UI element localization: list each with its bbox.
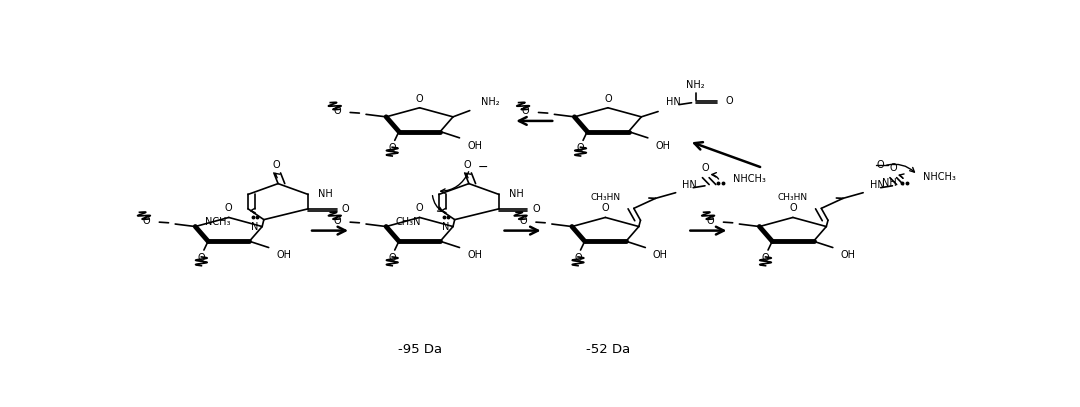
Text: OH: OH xyxy=(467,141,482,151)
Text: O: O xyxy=(522,106,529,116)
Text: O: O xyxy=(532,204,540,214)
Text: CH₃HN: CH₃HN xyxy=(591,193,620,202)
Text: NH₂: NH₂ xyxy=(482,97,500,107)
Text: O: O xyxy=(334,216,341,226)
Text: OH: OH xyxy=(276,250,292,260)
Text: O: O xyxy=(519,216,527,226)
Text: -52 Da: -52 Da xyxy=(585,343,630,356)
Text: CH₃N: CH₃N xyxy=(395,217,421,227)
Text: O: O xyxy=(789,204,797,213)
Text: NHCH₃: NHCH₃ xyxy=(732,174,766,184)
Text: O: O xyxy=(198,252,205,263)
Text: O: O xyxy=(272,160,280,170)
Text: O: O xyxy=(876,160,883,169)
Text: O: O xyxy=(725,96,732,106)
Text: O: O xyxy=(890,163,897,173)
Text: N: N xyxy=(443,221,449,232)
Text: O: O xyxy=(341,204,349,214)
Text: O: O xyxy=(604,94,611,104)
Text: -95 Da: -95 Da xyxy=(397,343,442,356)
Text: O: O xyxy=(416,94,423,104)
Text: NH: NH xyxy=(319,189,333,199)
Text: HN: HN xyxy=(869,179,885,190)
Text: O: O xyxy=(143,216,150,226)
Text: O: O xyxy=(334,106,341,116)
Text: O: O xyxy=(575,252,582,263)
Text: OH: OH xyxy=(656,141,671,151)
Text: O: O xyxy=(225,204,232,213)
Text: HN: HN xyxy=(666,97,681,107)
Text: O: O xyxy=(463,160,471,170)
Text: NH₂: NH₂ xyxy=(687,80,705,90)
Text: O: O xyxy=(577,143,584,153)
Text: NH: NH xyxy=(882,178,897,188)
Text: O: O xyxy=(761,252,769,263)
Text: O: O xyxy=(706,216,714,226)
Text: NH: NH xyxy=(509,189,524,199)
Text: OH: OH xyxy=(467,250,482,260)
Text: HN: HN xyxy=(683,179,697,190)
Text: NCH₃: NCH₃ xyxy=(205,217,230,227)
Text: O: O xyxy=(602,204,609,213)
Text: CH₃HN: CH₃HN xyxy=(778,193,808,202)
Text: O: O xyxy=(702,163,710,173)
Text: O: O xyxy=(416,204,423,213)
Text: OH: OH xyxy=(652,250,667,260)
Text: O: O xyxy=(389,143,396,153)
Text: N: N xyxy=(252,221,259,232)
Text: OH: OH xyxy=(840,250,855,260)
Text: NHCH₃: NHCH₃ xyxy=(923,172,956,182)
Text: −: − xyxy=(477,161,488,174)
Text: O: O xyxy=(389,252,396,263)
